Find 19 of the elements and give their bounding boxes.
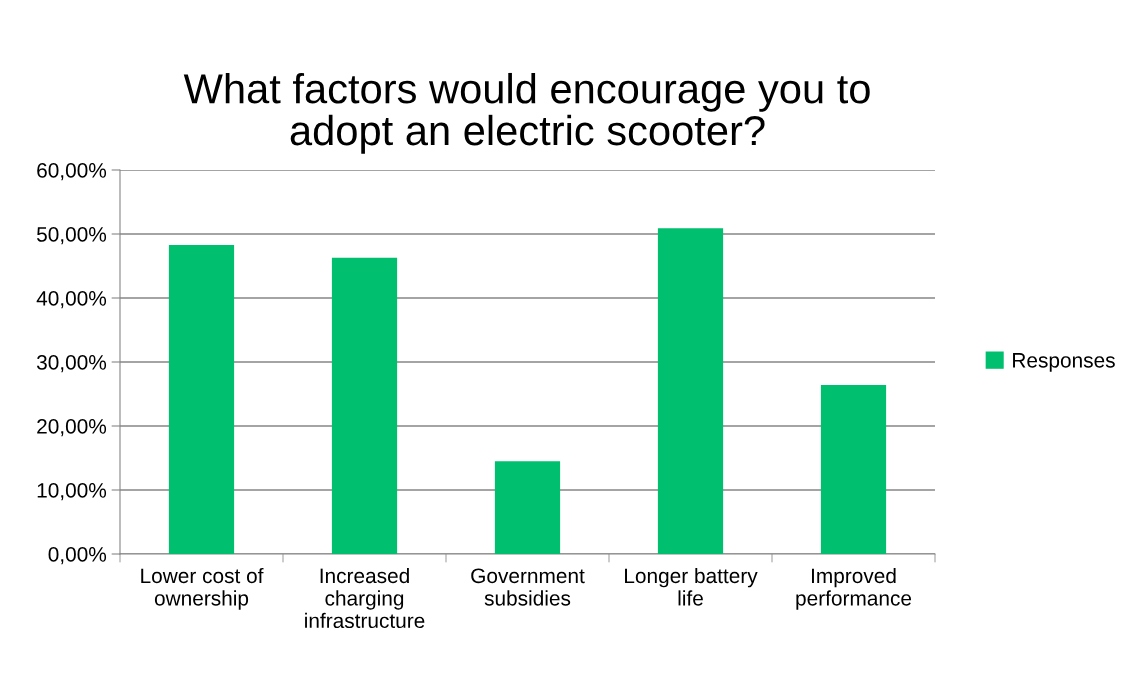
x-tick-label: Increased charging infrastructure [305,567,425,629]
y-tick-label: 20,00% [37,419,107,437]
x-tick-label: Lower cost of ownership [141,567,264,610]
bar [820,385,887,554]
bar [331,257,398,554]
y-tick-label: 50,00% [36,227,107,245]
bar [657,228,724,554]
bar [494,461,561,554]
y-tick-label: 10,00% [37,483,107,501]
bar [168,244,235,554]
x-tick-label: Improved performance [796,567,912,610]
y-tick-label: 0,00% [48,547,107,565]
x-tick-label: Longer battery life [625,567,758,606]
legend-label: Responses [1013,353,1115,372]
x-tick-label: Government subsidies [471,568,585,606]
chart-title: What factors would encourage you to adopt an electric scooter? [183,72,870,154]
y-tick-label: 30,00% [36,355,107,373]
y-tick-label: 40,00% [36,291,107,309]
y-tick-label: 60,00% [37,163,107,181]
